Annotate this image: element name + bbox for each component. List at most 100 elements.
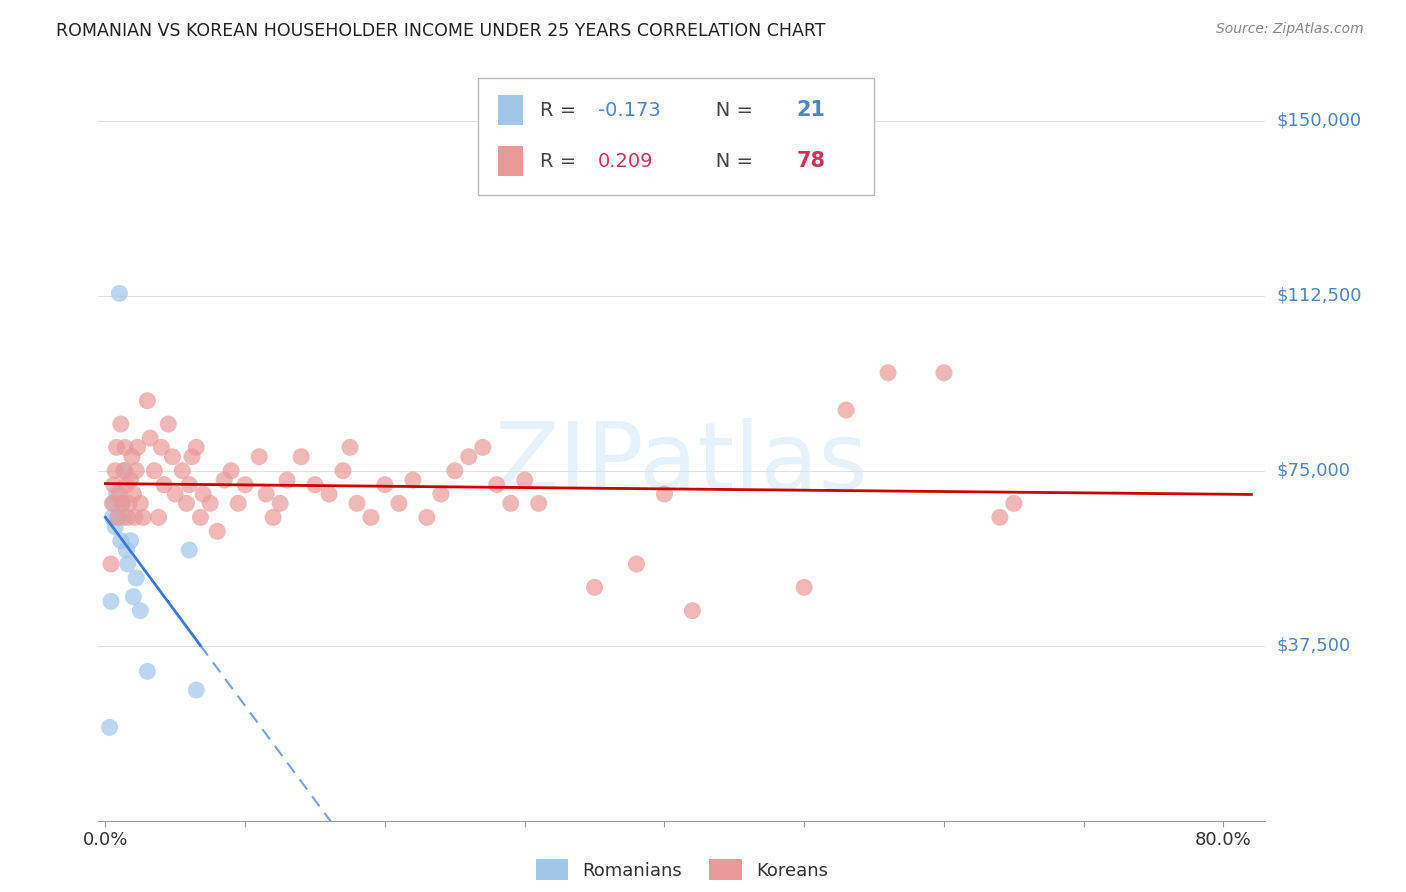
Point (136, 665, 159, 679)
Point (124, 510, 146, 524)
Point (626, 557, 648, 571)
Point (114, 441, 136, 455)
Point (120, 533, 142, 548)
Text: $75,000: $75,000 (1277, 462, 1351, 480)
Text: $150,000: $150,000 (1277, 112, 1361, 129)
Point (101, 510, 124, 524)
Point (200, 496, 222, 510)
Point (346, 496, 368, 510)
Point (276, 473, 298, 487)
Point (143, 464, 166, 478)
Point (179, 477, 201, 491)
Point (125, 571, 148, 585)
Point (360, 510, 382, 524)
Legend: Romanians, Koreans: Romanians, Koreans (529, 852, 835, 888)
Point (148, 510, 170, 524)
Point (332, 464, 354, 478)
Point (457, 450, 479, 464)
Point (103, 477, 125, 491)
Point (793, 580, 815, 594)
Point (247, 450, 270, 464)
Point (110, 533, 132, 548)
Point (374, 477, 396, 491)
Point (471, 441, 494, 455)
FancyBboxPatch shape (478, 78, 875, 195)
Point (219, 464, 242, 478)
Point (110, 417, 132, 431)
Point (226, 496, 249, 510)
Point (416, 510, 439, 524)
Text: Source: ZipAtlas.com: Source: ZipAtlas.com (1216, 22, 1364, 37)
Point (117, 557, 139, 571)
Point (150, 441, 173, 455)
Point (402, 473, 425, 487)
Text: $37,500: $37,500 (1277, 637, 1351, 655)
Point (654, 487, 676, 501)
Point (112, 510, 135, 524)
Point (118, 496, 141, 510)
Point (233, 477, 256, 491)
Point (104, 519, 127, 533)
Y-axis label: Householder Income Under 25 years: Householder Income Under 25 years (0, 289, 8, 594)
Point (129, 604, 152, 618)
Point (139, 431, 162, 445)
Point (105, 487, 128, 501)
Point (181, 450, 204, 464)
Point (117, 510, 139, 524)
Point (136, 393, 159, 408)
Point (318, 487, 340, 501)
Text: 78: 78 (796, 151, 825, 171)
Point (108, 286, 131, 301)
Point (120, 473, 142, 487)
Point (157, 417, 180, 431)
Point (1002, 496, 1025, 510)
Point (103, 496, 125, 510)
Point (115, 477, 138, 491)
Text: -0.173: -0.173 (598, 101, 661, 120)
Text: R =: R = (540, 152, 582, 170)
Point (254, 487, 277, 501)
Text: ROMANIAN VS KOREAN HOUSEHOLDER INCOME UNDER 25 YEARS CORRELATION CHART: ROMANIAN VS KOREAN HOUSEHOLDER INCOME UN… (56, 22, 825, 40)
Point (176, 496, 198, 510)
Point (125, 464, 148, 478)
Text: $112,500: $112,500 (1277, 286, 1362, 305)
Point (681, 604, 703, 618)
Point (932, 366, 955, 380)
Point (485, 477, 508, 491)
Point (122, 590, 145, 604)
Point (111, 496, 134, 510)
Point (100, 594, 122, 608)
Point (186, 683, 208, 698)
Text: 21: 21 (796, 100, 825, 120)
Point (179, 543, 201, 558)
Point (114, 464, 136, 478)
Point (290, 450, 312, 464)
Point (107, 510, 129, 524)
Point (111, 496, 134, 510)
Point (988, 510, 1011, 524)
Point (121, 450, 143, 464)
Point (107, 510, 129, 524)
Bar (498, 145, 523, 177)
Point (388, 496, 411, 510)
Text: ZIPatlas: ZIPatlas (495, 418, 869, 510)
Point (205, 524, 228, 539)
Point (304, 477, 326, 491)
Text: N =: N = (697, 101, 759, 120)
Point (262, 510, 284, 524)
Point (98, 720, 121, 734)
Point (127, 441, 149, 455)
Point (129, 496, 152, 510)
Point (499, 496, 522, 510)
Point (101, 496, 124, 510)
Point (162, 450, 184, 464)
Point (430, 487, 453, 501)
Point (112, 464, 135, 478)
Point (122, 487, 145, 501)
Point (105, 441, 128, 455)
Text: R =: R = (540, 101, 582, 120)
Point (212, 473, 235, 487)
Point (190, 510, 212, 524)
Point (193, 487, 215, 501)
Point (583, 580, 606, 594)
